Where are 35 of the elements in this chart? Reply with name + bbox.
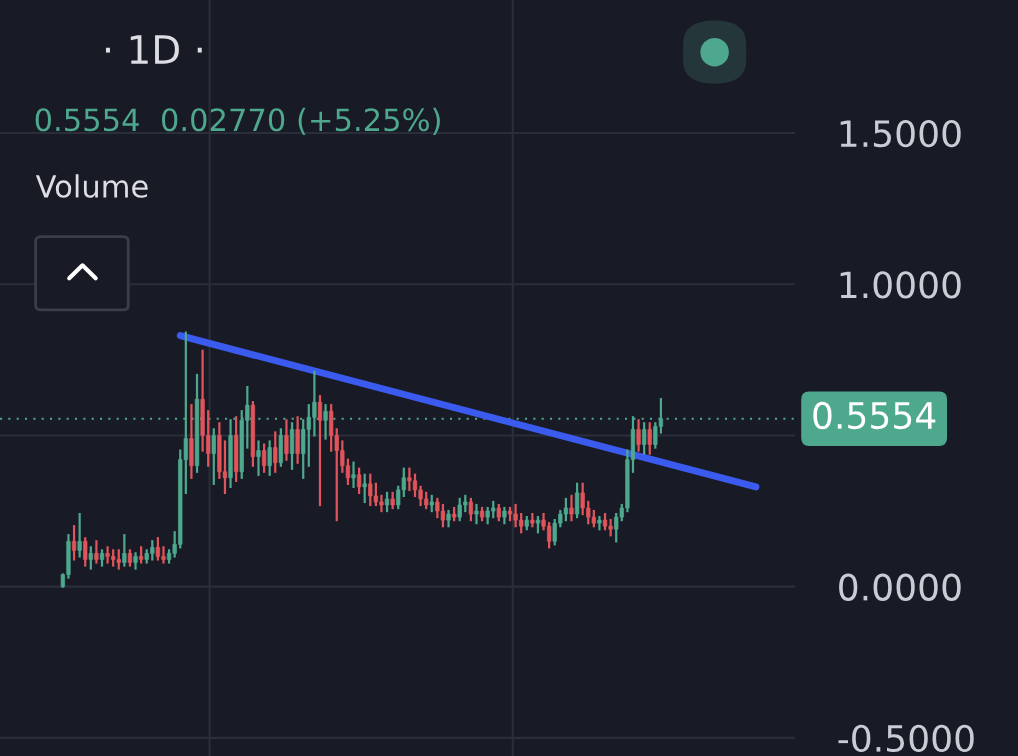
candlestick	[317, 395, 323, 507]
y-tick-label: 0.0000	[839, 573, 961, 601]
candlestick	[642, 422, 647, 455]
candlestick	[574, 482, 580, 519]
candlestick	[351, 461, 356, 488]
text: 0.5554 0.02770 (+5.25%)	[35, 107, 440, 135]
candlestick	[77, 512, 82, 558]
candlestick	[636, 419, 641, 452]
candlestick	[323, 404, 328, 440]
candlestick	[356, 467, 362, 495]
candlestick	[468, 497, 474, 522]
candlestick	[273, 431, 278, 473]
ref-line-label: 0.5554	[813, 401, 936, 430]
y-tick-label: 1.5000	[840, 119, 961, 148]
candlestick	[384, 491, 390, 513]
candlestick	[284, 419, 289, 461]
candlestick	[267, 440, 272, 476]
candlestick	[597, 515, 602, 531]
y-tick-label: -0.5000	[838, 724, 974, 753]
text: · 1D ·	[105, 35, 202, 64]
candlestick	[71, 525, 77, 561]
candlestick	[569, 494, 574, 522]
candlestick	[261, 443, 267, 473]
candlestick	[474, 503, 479, 525]
candlestick	[94, 540, 99, 564]
candlestick	[83, 537, 88, 567]
candlestick	[647, 422, 652, 455]
annotation: Volume	[35, 174, 148, 198]
candlestick	[256, 440, 261, 476]
candlestick	[88, 546, 93, 570]
candlestick	[211, 428, 216, 485]
candlestick	[133, 552, 138, 570]
candlestick	[122, 534, 127, 567]
candlestick	[362, 473, 367, 504]
y-tick-label: 1.0000	[840, 271, 961, 299]
